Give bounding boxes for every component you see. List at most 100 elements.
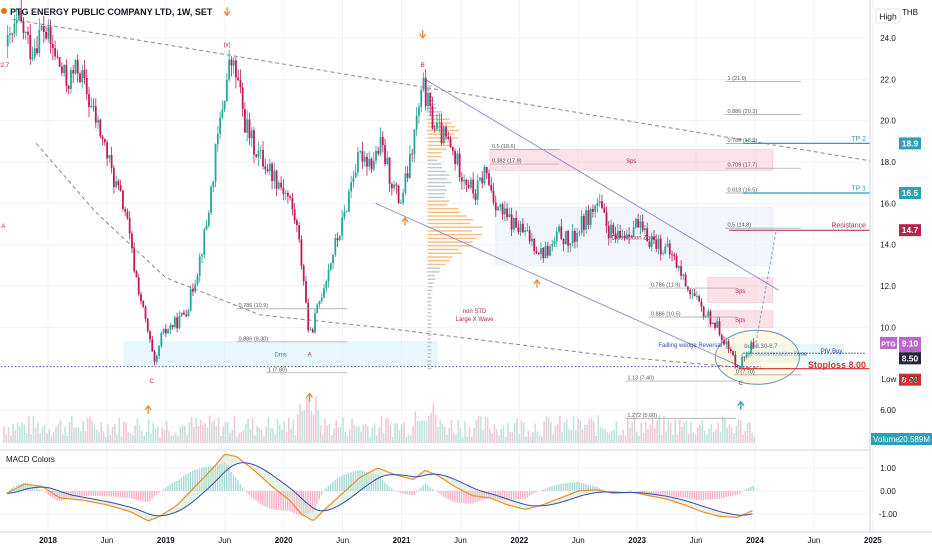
candle [569,243,572,253]
volume-bar [7,427,10,443]
zones: Sps Distribution Zone Sps Sps Dms Accumulatio… [124,149,844,385]
candle-body [596,202,599,206]
volume-profile-bar [427,133,454,135]
volume-bar [208,415,211,443]
fib-label: 1 (21.9) [728,76,747,82]
candle [463,174,466,190]
volume-bar [504,436,507,443]
candle-body [262,149,264,167]
candle-body [76,59,79,74]
candle [70,66,72,94]
candle [445,124,447,141]
candle [314,308,316,335]
candle [248,112,251,145]
macd-histogram-bar [372,473,375,491]
volume-bar [414,411,417,443]
volume-bar [493,424,496,443]
candle [56,49,59,60]
candle-body [458,153,461,178]
price-axis[interactable]: 24.0 22.0 20.0 18.0 16.0 14.0 12.0 10.0 6.00 [880,34,896,415]
volume-bar [319,424,322,443]
macd-histogram-bar [445,491,447,499]
trendline [375,202,746,370]
candle [677,265,680,272]
annotations: Failling wedge Reversal buy 8.30-8.7 non S… [0,42,866,387]
candle-body [684,274,687,287]
volume-bar [532,432,534,443]
candle-body [390,183,393,189]
time-axis[interactable]: 2018 Jun 2019 Jun 2020 Jun 2021 Jun 2022 Jun 2023 J… [39,536,882,545]
candle [110,146,113,174]
candle [253,127,255,164]
currency-label: THB [902,8,918,17]
scale-mode-button[interactable]: High [875,8,901,24]
candle-body [463,179,466,182]
candle-body [702,306,705,318]
candle-body [214,144,217,182]
candle-body [634,219,637,228]
candle [429,92,432,117]
volume-profile-bar [427,215,467,217]
macd-histogram-bar [239,484,241,491]
macd-histogram-bar [296,491,298,515]
candle [508,207,511,218]
candle-body [273,170,276,182]
volume-bar [394,423,396,443]
symbol-badge [880,336,897,349]
volume-bar [615,421,618,443]
candle-body [451,147,454,152]
price-tick-label: 6.00 [880,406,896,415]
macd-histogram-bar [352,471,354,491]
candle-body [146,318,149,332]
volume-bar [80,431,82,443]
candle [634,217,637,230]
volume-profile-bar [427,233,482,236]
candle [137,273,140,297]
volume-bar [301,410,304,443]
candle-body [282,187,285,194]
candle [320,293,323,304]
volume-profile-bar [427,166,443,169]
candle-body [228,59,231,80]
candle [286,190,289,204]
annotation-text: PIV Buy [821,349,843,355]
candle-body [720,334,723,341]
macd-histogram-bar [596,486,598,491]
volume-bar [23,424,26,443]
candle-body [167,329,170,334]
macd-histogram-bar [273,491,275,510]
candle [558,224,560,234]
candle-body [381,136,384,146]
macd-histogram-bar [743,490,745,491]
candle [27,26,29,44]
macd-histogram-bar [512,491,515,500]
candle [115,175,118,190]
candle [361,141,364,169]
candle [707,308,710,318]
macd-histogram-bar [404,491,406,494]
volume-profile-bar [427,259,450,262]
candle [289,194,292,201]
volume-bar [434,415,437,443]
volume-bar [665,431,667,443]
time-tick-label: 2020 [275,536,293,545]
volume-profile-bar [427,237,477,240]
volume-bar [226,422,229,443]
candle [149,330,151,343]
candle [293,202,296,225]
macd-histogram-bar [366,471,368,491]
arrow-up-icon [533,278,541,288]
candle [185,309,188,318]
candle-body [255,154,258,157]
volume-bar [30,434,32,443]
candle-body [476,180,479,200]
candle-body [583,215,585,230]
candle-body [729,349,732,352]
candle [241,82,244,117]
candle-body [723,340,725,345]
macd-histogram-bar [524,491,526,499]
candle [641,214,644,233]
time-tick-label: Jun [336,536,349,545]
candle [682,273,685,281]
